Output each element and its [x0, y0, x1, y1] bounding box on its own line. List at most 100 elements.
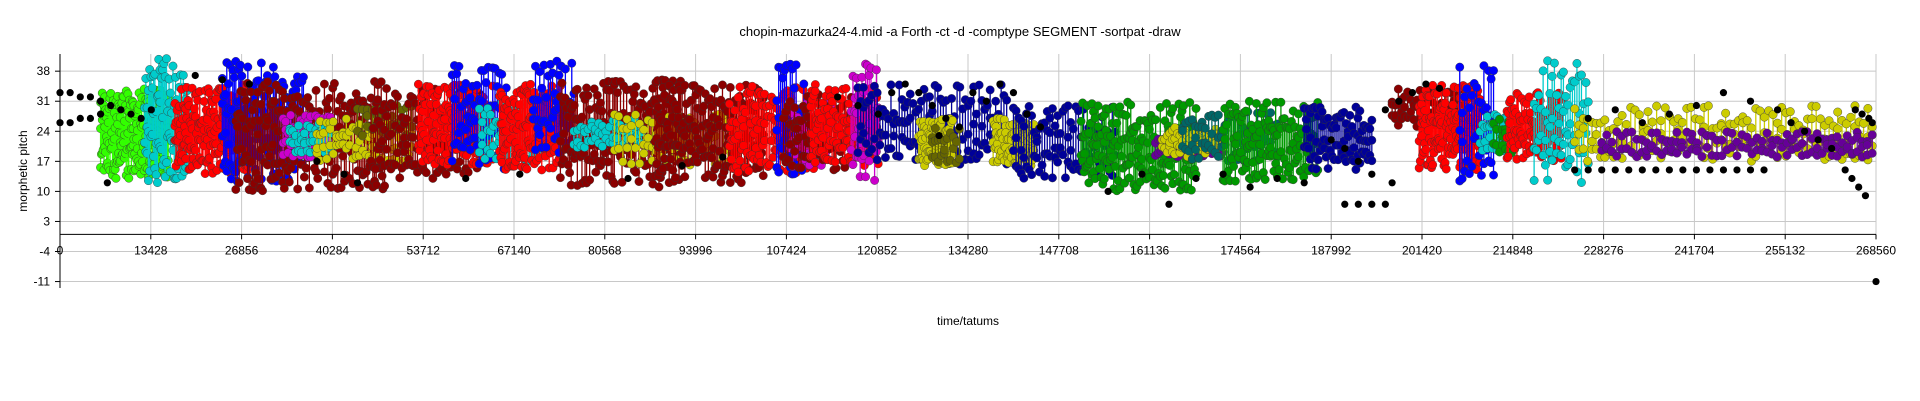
- data-point: [848, 160, 858, 170]
- data-point: [1076, 116, 1086, 126]
- data-point: [881, 153, 890, 162]
- data-point: [864, 71, 874, 80]
- data-point: [162, 54, 171, 64]
- data-point: [1288, 175, 1298, 185]
- data-point: [299, 72, 308, 82]
- data-point: [905, 89, 915, 99]
- data-point: [725, 83, 735, 92]
- data-point: [313, 174, 323, 183]
- x-tick-label: 120852: [857, 243, 897, 257]
- data-point: [1048, 173, 1057, 183]
- data-point: [1061, 173, 1070, 183]
- data-point: [622, 143, 632, 153]
- x-tick-label: 80568: [588, 243, 622, 257]
- x-tick-label: 93996: [679, 243, 713, 257]
- x-tick-label: 255132: [1765, 243, 1805, 257]
- data-point: [736, 178, 746, 188]
- x-tick-label: 214848: [1493, 243, 1533, 257]
- data-point: [614, 144, 624, 154]
- x-tick-label: 0: [57, 243, 64, 257]
- data-point: [541, 142, 551, 152]
- data-point: [1160, 183, 1170, 193]
- data-point: [853, 148, 863, 158]
- data-point: [199, 97, 209, 106]
- data-point: [778, 73, 787, 83]
- y-tick-label: 31: [37, 94, 51, 108]
- data-point: [609, 179, 619, 188]
- data-point: [151, 170, 161, 180]
- data-point: [870, 176, 879, 185]
- data-point: [708, 172, 718, 182]
- data-point: [631, 82, 641, 92]
- data-point: [269, 97, 279, 106]
- data-point: [774, 167, 784, 177]
- data-point: [1019, 173, 1029, 183]
- data-point: [790, 103, 799, 112]
- data-point: [328, 117, 338, 127]
- data-point: [554, 70, 564, 80]
- data-point: [930, 123, 940, 133]
- data-point: [413, 79, 423, 89]
- data-point: [178, 70, 188, 80]
- data-point: [477, 96, 486, 106]
- data-point: [948, 115, 957, 125]
- data-point: [341, 114, 351, 124]
- data-point: [789, 83, 799, 93]
- data-point: [772, 125, 782, 135]
- data-point: [303, 93, 313, 102]
- data-point: [286, 110, 296, 120]
- data-point: [522, 164, 532, 174]
- data-point: [658, 164, 668, 174]
- data-point: [680, 172, 690, 182]
- data-point: [747, 81, 757, 91]
- data-point: [401, 140, 411, 150]
- data-point: [744, 166, 754, 176]
- data-point: [955, 82, 965, 92]
- data-point: [299, 172, 309, 182]
- data-point: [294, 121, 304, 131]
- data-point: [859, 82, 868, 92]
- data-point: [572, 84, 582, 94]
- x-tick-label: 241704: [1674, 243, 1714, 257]
- data-point: [256, 58, 266, 68]
- data-point: [1151, 115, 1161, 125]
- data-point: [841, 84, 851, 93]
- data-point: [653, 102, 663, 112]
- data-point: [796, 163, 806, 173]
- data-point: [810, 86, 820, 96]
- data-point: [1053, 157, 1063, 167]
- data-point: [235, 60, 245, 70]
- data-point: [304, 183, 314, 193]
- data-point: [541, 93, 551, 102]
- data-point: [481, 78, 491, 88]
- data-point: [1191, 104, 1201, 113]
- data-point: [470, 116, 480, 126]
- data-point: [386, 129, 396, 139]
- data-point: [857, 72, 867, 82]
- data-point: [433, 146, 443, 155]
- data-point: [1121, 111, 1131, 120]
- x-tick-label: 161136: [1130, 243, 1169, 257]
- data-point: [124, 173, 134, 183]
- y-tick-label: 17: [37, 154, 51, 168]
- data-point: [954, 154, 964, 164]
- data-point: [529, 87, 539, 97]
- data-point: [1099, 174, 1109, 184]
- data-point: [560, 64, 570, 74]
- data-point: [886, 144, 896, 153]
- data-point: [626, 121, 636, 131]
- y-tick-label: -4: [39, 245, 50, 259]
- x-tick-label: 26856: [225, 243, 259, 257]
- data-point: [974, 80, 984, 90]
- data-point: [639, 89, 648, 99]
- data-point: [144, 176, 153, 186]
- data-point: [710, 84, 720, 94]
- data-point: [933, 83, 943, 93]
- data-point: [200, 169, 210, 178]
- data-point: [421, 168, 431, 178]
- data-point: [758, 171, 768, 181]
- data-point: [733, 93, 743, 102]
- data-point: [382, 144, 391, 154]
- data-point: [1194, 154, 1204, 163]
